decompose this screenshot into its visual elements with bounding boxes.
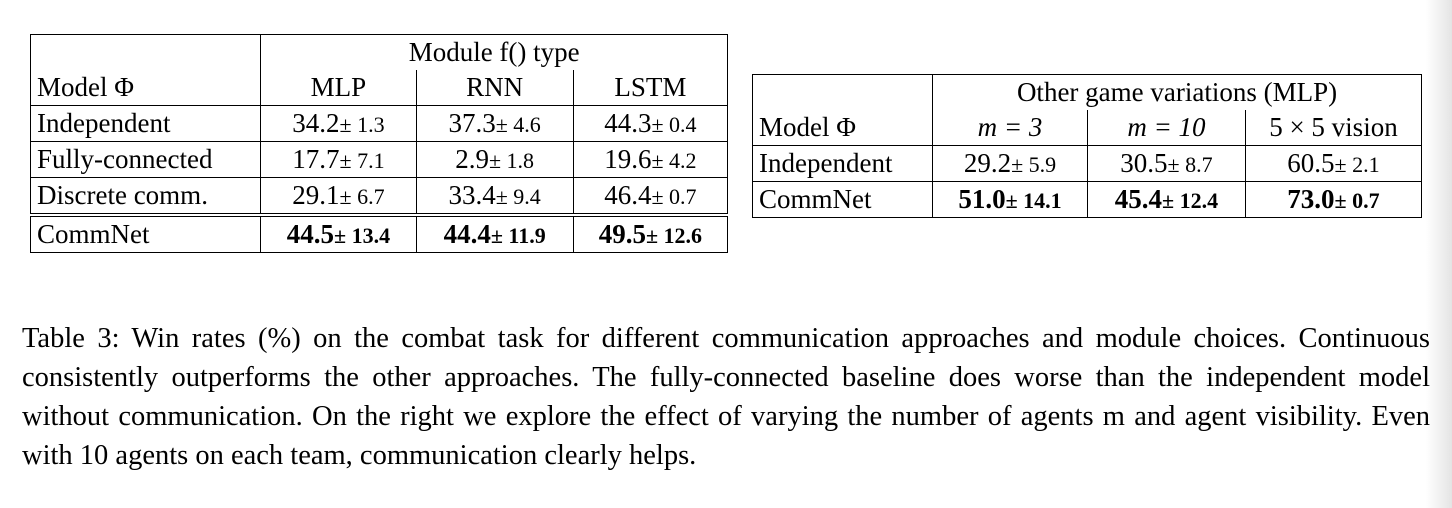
table-cell: 29.2± 5.9 xyxy=(932,145,1088,182)
table-row: Independent 29.2± 5.9 30.5± 8.7 60.5± 2.… xyxy=(752,145,1422,182)
model-name: Fully-connected xyxy=(30,141,262,178)
table-row-commnet: CommNet 51.0± 14.1 45.4± 12.4 73.0± 0.7 xyxy=(752,181,1422,218)
model-name: CommNet xyxy=(752,181,934,218)
cell-mean: 46.4 xyxy=(604,179,652,210)
row-header-model: Model Φ xyxy=(30,70,262,106)
table-cell-best: 44.5± 13.4 xyxy=(260,213,417,253)
cell-mean: 44.4 xyxy=(443,218,491,249)
cell-mean: 51.0 xyxy=(958,183,1006,214)
cell-mean: 19.6 xyxy=(604,143,652,174)
table-cell: 29.1± 6.7 xyxy=(260,177,417,215)
cell-std: ± 4.6 xyxy=(495,111,541,137)
table-row: Independent 34.2± 1.3 37.3± 4.6 44.3± 0.… xyxy=(30,105,728,142)
column-header-m3: m = 3 xyxy=(932,110,1088,146)
table-cell: 37.3± 4.6 xyxy=(416,105,574,142)
cell-std: ± 0.7 xyxy=(651,183,697,209)
cell-mean: 37.3 xyxy=(448,107,496,138)
cell-std: ± 8.7 xyxy=(1167,151,1213,177)
cell-mean: 30.5 xyxy=(1120,147,1168,178)
table-row-commnet: CommNet 44.5± 13.4 44.4± 11.9 49.5± 12.6 xyxy=(30,213,728,253)
cell-mean: 34.2 xyxy=(292,107,340,138)
model-name: CommNet xyxy=(30,213,262,253)
cell-std: ± 13.4 xyxy=(334,222,391,248)
cell-std: ± 6.7 xyxy=(339,183,385,209)
results-table-game-variations: Other game variations (MLP) Model Φ m = … xyxy=(752,74,1422,218)
cell-std: ± 11.9 xyxy=(490,222,546,248)
header-blank-cell xyxy=(30,34,262,70)
cell-mean: 73.0 xyxy=(1287,183,1335,214)
cell-std: ± 12.6 xyxy=(645,222,703,248)
cell-mean: 45.4 xyxy=(1114,183,1163,214)
table-cell: 44.3± 0.4 xyxy=(573,105,728,142)
cell-std: ± 9.4 xyxy=(495,183,541,209)
model-name: Discrete comm. xyxy=(30,177,262,215)
table-cell: 60.5± 2.1 xyxy=(1245,145,1422,182)
column-header-m10: m = 10 xyxy=(1087,110,1246,146)
cell-std: ± 5.9 xyxy=(1011,151,1057,177)
column-header-mlp: MLP xyxy=(260,70,417,106)
results-table-module-type: Module f() type Model Φ MLP RNN LSTM Ind… xyxy=(30,34,728,253)
header-group-game-variations: Other game variations (MLP) xyxy=(1016,77,1338,107)
cell-mean: 29.1 xyxy=(292,179,340,210)
table-cell-best: 44.4± 11.9 xyxy=(416,213,574,253)
table-cell-best: 73.0± 0.7 xyxy=(1245,181,1422,218)
header-blank-cell xyxy=(752,74,934,110)
cell-std: ± 2.1 xyxy=(1334,151,1380,177)
table-cell-best: 49.5± 12.6 xyxy=(573,213,728,253)
column-header-m3-text: m = 3 xyxy=(977,112,1043,142)
model-name: Independent xyxy=(752,145,934,182)
cell-std: ± 0.4 xyxy=(651,111,697,137)
header-row-columns: Model Φ MLP RNN LSTM xyxy=(30,70,728,106)
header-row-group: Module f() type xyxy=(30,34,728,70)
table-cell-best: 51.0± 14.1 xyxy=(932,181,1088,218)
table-cell: 30.5± 8.7 xyxy=(1087,145,1246,182)
cell-mean: 2.9 xyxy=(455,143,489,174)
table-cell: 19.6± 4.2 xyxy=(573,141,728,178)
column-header-vision: 5 × 5 vision xyxy=(1269,112,1398,142)
cell-std: ± 14.1 xyxy=(1005,187,1062,213)
column-header-m10-text: m = 10 xyxy=(1127,112,1206,142)
table-cell: 17.7± 7.1 xyxy=(260,141,417,178)
cell-mean: 17.7 xyxy=(292,143,340,174)
header-row-group: Other game variations (MLP) xyxy=(752,74,1422,110)
table-cell: 2.9± 1.8 xyxy=(416,141,574,178)
table-cell: 33.4± 9.4 xyxy=(416,177,574,215)
cell-std: ± 7.1 xyxy=(339,147,385,173)
row-header-model: Model Φ xyxy=(752,110,934,146)
cell-std: ± 0.7 xyxy=(1334,187,1380,213)
model-name: Independent xyxy=(30,105,262,142)
table-row: Fully-connected 17.7± 7.1 2.9± 1.8 19.6±… xyxy=(30,141,728,178)
cell-mean: 29.2 xyxy=(963,147,1012,178)
cell-std: ± 4.2 xyxy=(651,147,697,173)
column-header-rnn: RNN xyxy=(416,70,574,106)
cell-mean: 33.4 xyxy=(448,179,496,210)
table-row: Discrete comm. 29.1± 6.7 33.4± 9.4 46.4±… xyxy=(30,177,728,215)
cell-mean: 49.5 xyxy=(598,218,646,249)
table-cell-best: 45.4± 12.4 xyxy=(1087,181,1246,218)
column-header-lstm: LSTM xyxy=(614,72,687,102)
table-cell: 34.2± 1.3 xyxy=(260,105,417,142)
cell-std: ± 1.8 xyxy=(488,147,535,173)
cell-mean: 44.5 xyxy=(286,218,335,249)
page-edge-shadow xyxy=(1426,0,1452,508)
cell-std: ± 12.4 xyxy=(1162,187,1219,213)
cell-std: ± 1.3 xyxy=(339,111,385,137)
header-row-columns: Model Φ m = 3 m = 10 5 × 5 vision xyxy=(752,110,1422,146)
table-cell: 46.4± 0.7 xyxy=(573,177,728,215)
cell-mean: 44.3 xyxy=(604,107,652,138)
table-caption: Table 3: Win rates (%) on the combat tas… xyxy=(22,322,1430,471)
header-group-module-type: Module f() type xyxy=(408,37,580,67)
cell-mean: 60.5 xyxy=(1287,147,1335,178)
